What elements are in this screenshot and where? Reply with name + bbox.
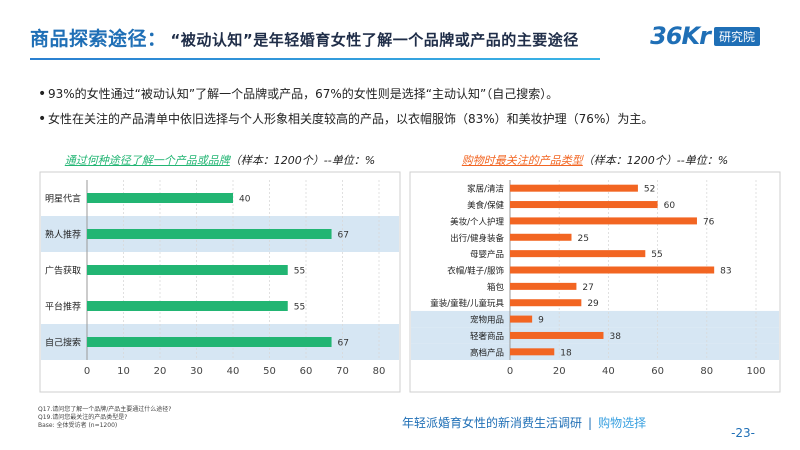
bar xyxy=(510,217,697,225)
note-line: Q19.请问您最关注的产品类型是? xyxy=(38,414,128,421)
bar xyxy=(87,229,332,239)
x-tick-label: 50 xyxy=(263,366,276,377)
x-tick-label: 80 xyxy=(700,366,713,377)
page-number: -23- xyxy=(731,426,755,440)
key-findings: • 93%的女性通过“被动认知”了解一个品牌或产品，67%的女性则是选择“主动认… xyxy=(38,86,768,136)
bar xyxy=(510,184,638,192)
category-label: 母婴产品 xyxy=(470,249,504,260)
data-label: 76 xyxy=(703,217,715,227)
category-label: 美食/保健 xyxy=(467,200,504,211)
category-label: 家居/清洁 xyxy=(467,184,504,195)
category-label: 宠物用品 xyxy=(470,315,504,326)
bar xyxy=(510,348,555,356)
category-label: 平台推荐 xyxy=(45,301,81,313)
footer-report: 年轻派婚育女性的新消费生活调研 xyxy=(402,416,583,430)
highlight-band xyxy=(411,343,779,360)
bar xyxy=(510,299,582,307)
data-label: 40 xyxy=(239,195,251,205)
bar xyxy=(510,315,533,323)
bullet-icon: • xyxy=(38,111,47,127)
data-label: 52 xyxy=(644,185,655,195)
data-label: 55 xyxy=(651,250,662,260)
data-label: 55 xyxy=(294,303,305,313)
bar xyxy=(510,201,658,209)
bar xyxy=(510,266,715,274)
finding-text: 女性在关注的产品清单中依旧选择与个人形象相关度较高的产品，以衣帽服饰（83%）和… xyxy=(48,112,654,126)
category-label: 箱包 xyxy=(487,282,505,293)
x-tick-label: 70 xyxy=(336,366,349,377)
data-label: 25 xyxy=(578,234,589,244)
finding-item: • 93%的女性通过“被动认知”了解一个品牌或产品，67%的女性则是选择“主动认… xyxy=(38,86,768,103)
chart-title-left: 通过何种途径了解一个产品或品牌（样本：1200个）--单位：% xyxy=(40,152,400,168)
logo-tag: 研究院 xyxy=(713,26,760,46)
chart-title-highlight: 通过何种途径了解一个产品或品牌 xyxy=(64,154,230,167)
category-label: 广告获取 xyxy=(45,265,81,277)
title-subtitle: “被动认知”是年轻婚育女性了解一个品牌或产品的主要途径 xyxy=(170,31,579,49)
bar xyxy=(510,331,604,339)
finding-item: • 女性在关注的产品清单中依旧选择与个人形象相关度较高的产品，以衣帽服饰（83%… xyxy=(38,111,768,128)
bar xyxy=(87,193,233,203)
bar xyxy=(510,233,572,241)
page-title: 商品探索途径： “被动认知”是年轻婚育女性了解一个品牌或产品的主要途径 xyxy=(30,24,579,51)
note-line: Q17.请问您了解一个品牌/产品主要通过什么途径? xyxy=(38,406,172,413)
x-tick-label: 10 xyxy=(117,366,130,377)
chart-title-highlight: 购物时最关注的产品类型 xyxy=(461,154,583,167)
data-label: 9 xyxy=(538,316,544,326)
title-main: 商品探索途径： xyxy=(30,28,167,50)
data-label: 55 xyxy=(294,267,305,277)
bar xyxy=(87,337,332,347)
x-tick-label: 40 xyxy=(227,366,240,377)
data-label: 27 xyxy=(582,283,593,293)
x-tick-label: 60 xyxy=(651,366,664,377)
x-tick-label: 20 xyxy=(553,366,566,377)
footer-separator: | xyxy=(588,416,593,430)
brand-logo: 36Kr 研究院 xyxy=(650,22,760,50)
bullet-icon: • xyxy=(38,86,47,102)
footer: 年轻派婚育女性的新消费生活调研 | 购物选择 xyxy=(402,414,646,431)
logo-mark: 36Kr xyxy=(650,22,711,50)
x-tick-label: 100 xyxy=(746,366,765,377)
category-label: 出行/健身装备 xyxy=(450,233,504,244)
data-label: 38 xyxy=(609,332,621,342)
x-tick-label: 20 xyxy=(154,366,167,377)
category-label: 童装/童鞋/儿童玩具 xyxy=(430,298,504,309)
highlight-band xyxy=(411,310,779,328)
finding-text: 93%的女性通过“被动认知”了解一个品牌或产品，67%的女性则是选择“主动认知”… xyxy=(48,87,559,101)
x-tick-label: 0 xyxy=(507,366,513,377)
x-tick-label: 60 xyxy=(300,366,313,377)
footer-section: 购物选择 xyxy=(598,416,647,430)
x-tick-label: 40 xyxy=(602,366,615,377)
category-label: 衣帽/鞋子/服饰 xyxy=(447,266,504,277)
category-label: 轻奢商品 xyxy=(470,331,504,342)
x-tick-label: 30 xyxy=(190,366,203,377)
category-label: 熟人推荐 xyxy=(45,229,81,241)
data-label: 18 xyxy=(560,348,572,358)
title-underline xyxy=(30,58,600,60)
category-label: 高档产品 xyxy=(470,347,504,358)
note-line: Base: 全体受访者 (n=1200) xyxy=(38,422,118,429)
category-label: 美妆/个人护理 xyxy=(450,216,504,227)
survey-notes: Q17.请问您了解一个品牌/产品主要通过什么途径? Q19.请问您最关注的产品类… xyxy=(38,406,171,430)
category-label: 自己搜索 xyxy=(45,337,81,349)
data-label: 67 xyxy=(338,231,349,241)
chart-title-rest: （样本：1200个）--单位：% xyxy=(229,154,376,167)
bar xyxy=(87,301,288,311)
bar xyxy=(87,265,288,275)
chart-title-rest: （样本：1200个）--单位：% xyxy=(582,154,729,167)
data-label: 29 xyxy=(587,299,599,309)
bar xyxy=(510,282,577,290)
x-tick-label: 80 xyxy=(373,366,386,377)
x-tick-label: 0 xyxy=(84,366,90,377)
chart-title-right: 购物时最关注的产品类型（样本：1200个）--单位：% xyxy=(410,152,780,168)
data-label: 83 xyxy=(720,267,731,277)
data-label: 60 xyxy=(664,201,676,211)
data-label: 67 xyxy=(338,339,349,349)
category-label: 明星代言 xyxy=(45,193,81,205)
bar xyxy=(510,250,646,258)
